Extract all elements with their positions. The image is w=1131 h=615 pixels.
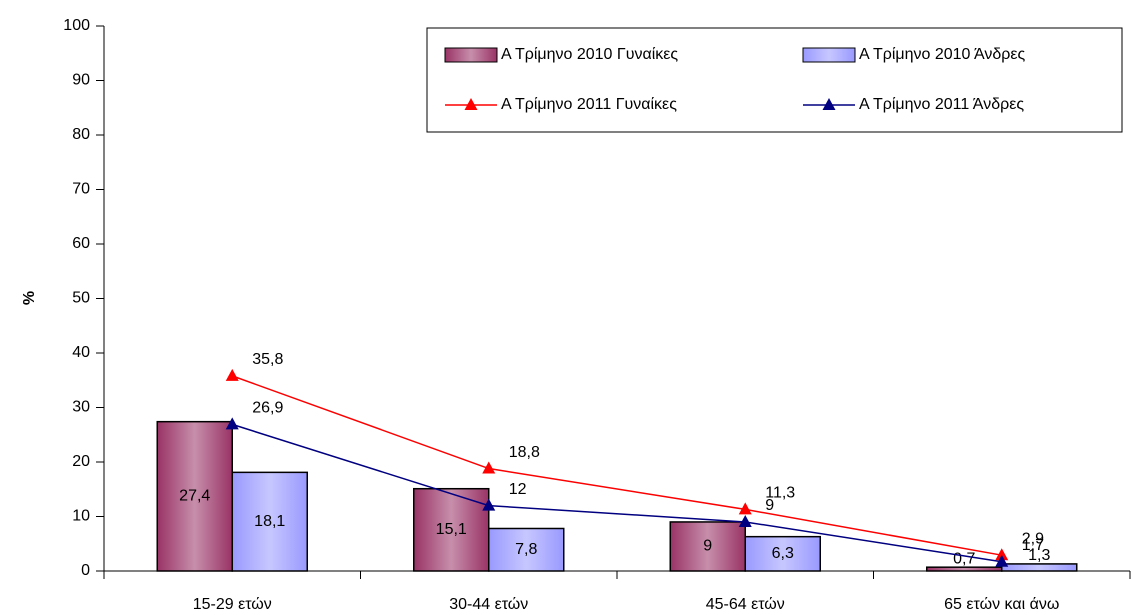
data-label: 15,1	[436, 521, 467, 538]
data-label: 35,8	[252, 351, 283, 368]
x-tick-label: 45-64 ετών	[706, 596, 785, 613]
y-tick-label: 80	[72, 126, 90, 143]
line	[232, 423, 1002, 563]
data-label: 27,4	[179, 488, 210, 505]
legend-label: Α Τρίμηνο 2011 Γυναίκες	[501, 96, 677, 113]
line	[231, 375, 1002, 556]
legend-label: Α Τρίμηνο 2010 Άνδρες	[859, 46, 1026, 63]
bar	[744, 535, 821, 572]
y-tick-label: 30	[72, 399, 90, 416]
legend-label: Α Τρίμηνο 2011 Άνδρες	[859, 96, 1024, 113]
data-label: 18,1	[254, 513, 285, 530]
bar	[231, 471, 308, 572]
y-tick-label: 10	[72, 508, 90, 525]
bar	[1001, 563, 1078, 572]
marker	[995, 548, 1009, 561]
data-label: 1,7	[1022, 537, 1044, 554]
data-label: 26,9	[252, 400, 283, 417]
legend-swatch	[444, 47, 498, 63]
bar	[488, 527, 565, 572]
legend	[426, 27, 1123, 133]
y-tick-label: 90	[72, 72, 90, 89]
y-tick-label: 60	[72, 235, 90, 252]
x-tick-label: 15-29 ετών	[193, 596, 272, 613]
legend-marker	[464, 98, 478, 110]
bar	[926, 566, 1003, 572]
data-label: 9	[703, 538, 712, 555]
y-tick-label: 50	[72, 290, 90, 307]
y-tick-label: 70	[72, 181, 90, 198]
legend-marker	[822, 98, 836, 110]
marker	[482, 461, 496, 474]
marker	[225, 368, 239, 381]
x-tick-label: 30-44 ετών	[449, 596, 528, 613]
y-axis-title: %	[21, 291, 38, 305]
data-label: 11,3	[765, 485, 795, 502]
legend-swatch	[802, 47, 856, 63]
y-tick-label: 20	[72, 453, 90, 470]
data-label: 7,8	[515, 541, 537, 558]
marker	[738, 514, 752, 527]
marker	[482, 498, 496, 511]
data-label: 12	[509, 481, 527, 498]
marker	[225, 417, 239, 430]
marker	[738, 502, 752, 515]
y-tick-label: 0	[81, 562, 90, 579]
data-label: 0,7	[953, 550, 975, 567]
data-label: 2,9	[1022, 530, 1044, 547]
y-tick-label: 40	[72, 344, 90, 361]
legend-label: Α Τρίμηνο 2010 Γυναίκες	[501, 46, 678, 63]
x-tick-label: 65 ετών και άνω	[944, 596, 1059, 613]
data-label: 9	[765, 497, 774, 514]
data-label: 18,8	[509, 444, 540, 461]
data-label: 6,3	[772, 545, 794, 562]
y-tick-label: 100	[63, 17, 90, 34]
data-label: 1,3	[1028, 547, 1050, 564]
bar	[156, 420, 233, 572]
marker	[995, 554, 1009, 567]
